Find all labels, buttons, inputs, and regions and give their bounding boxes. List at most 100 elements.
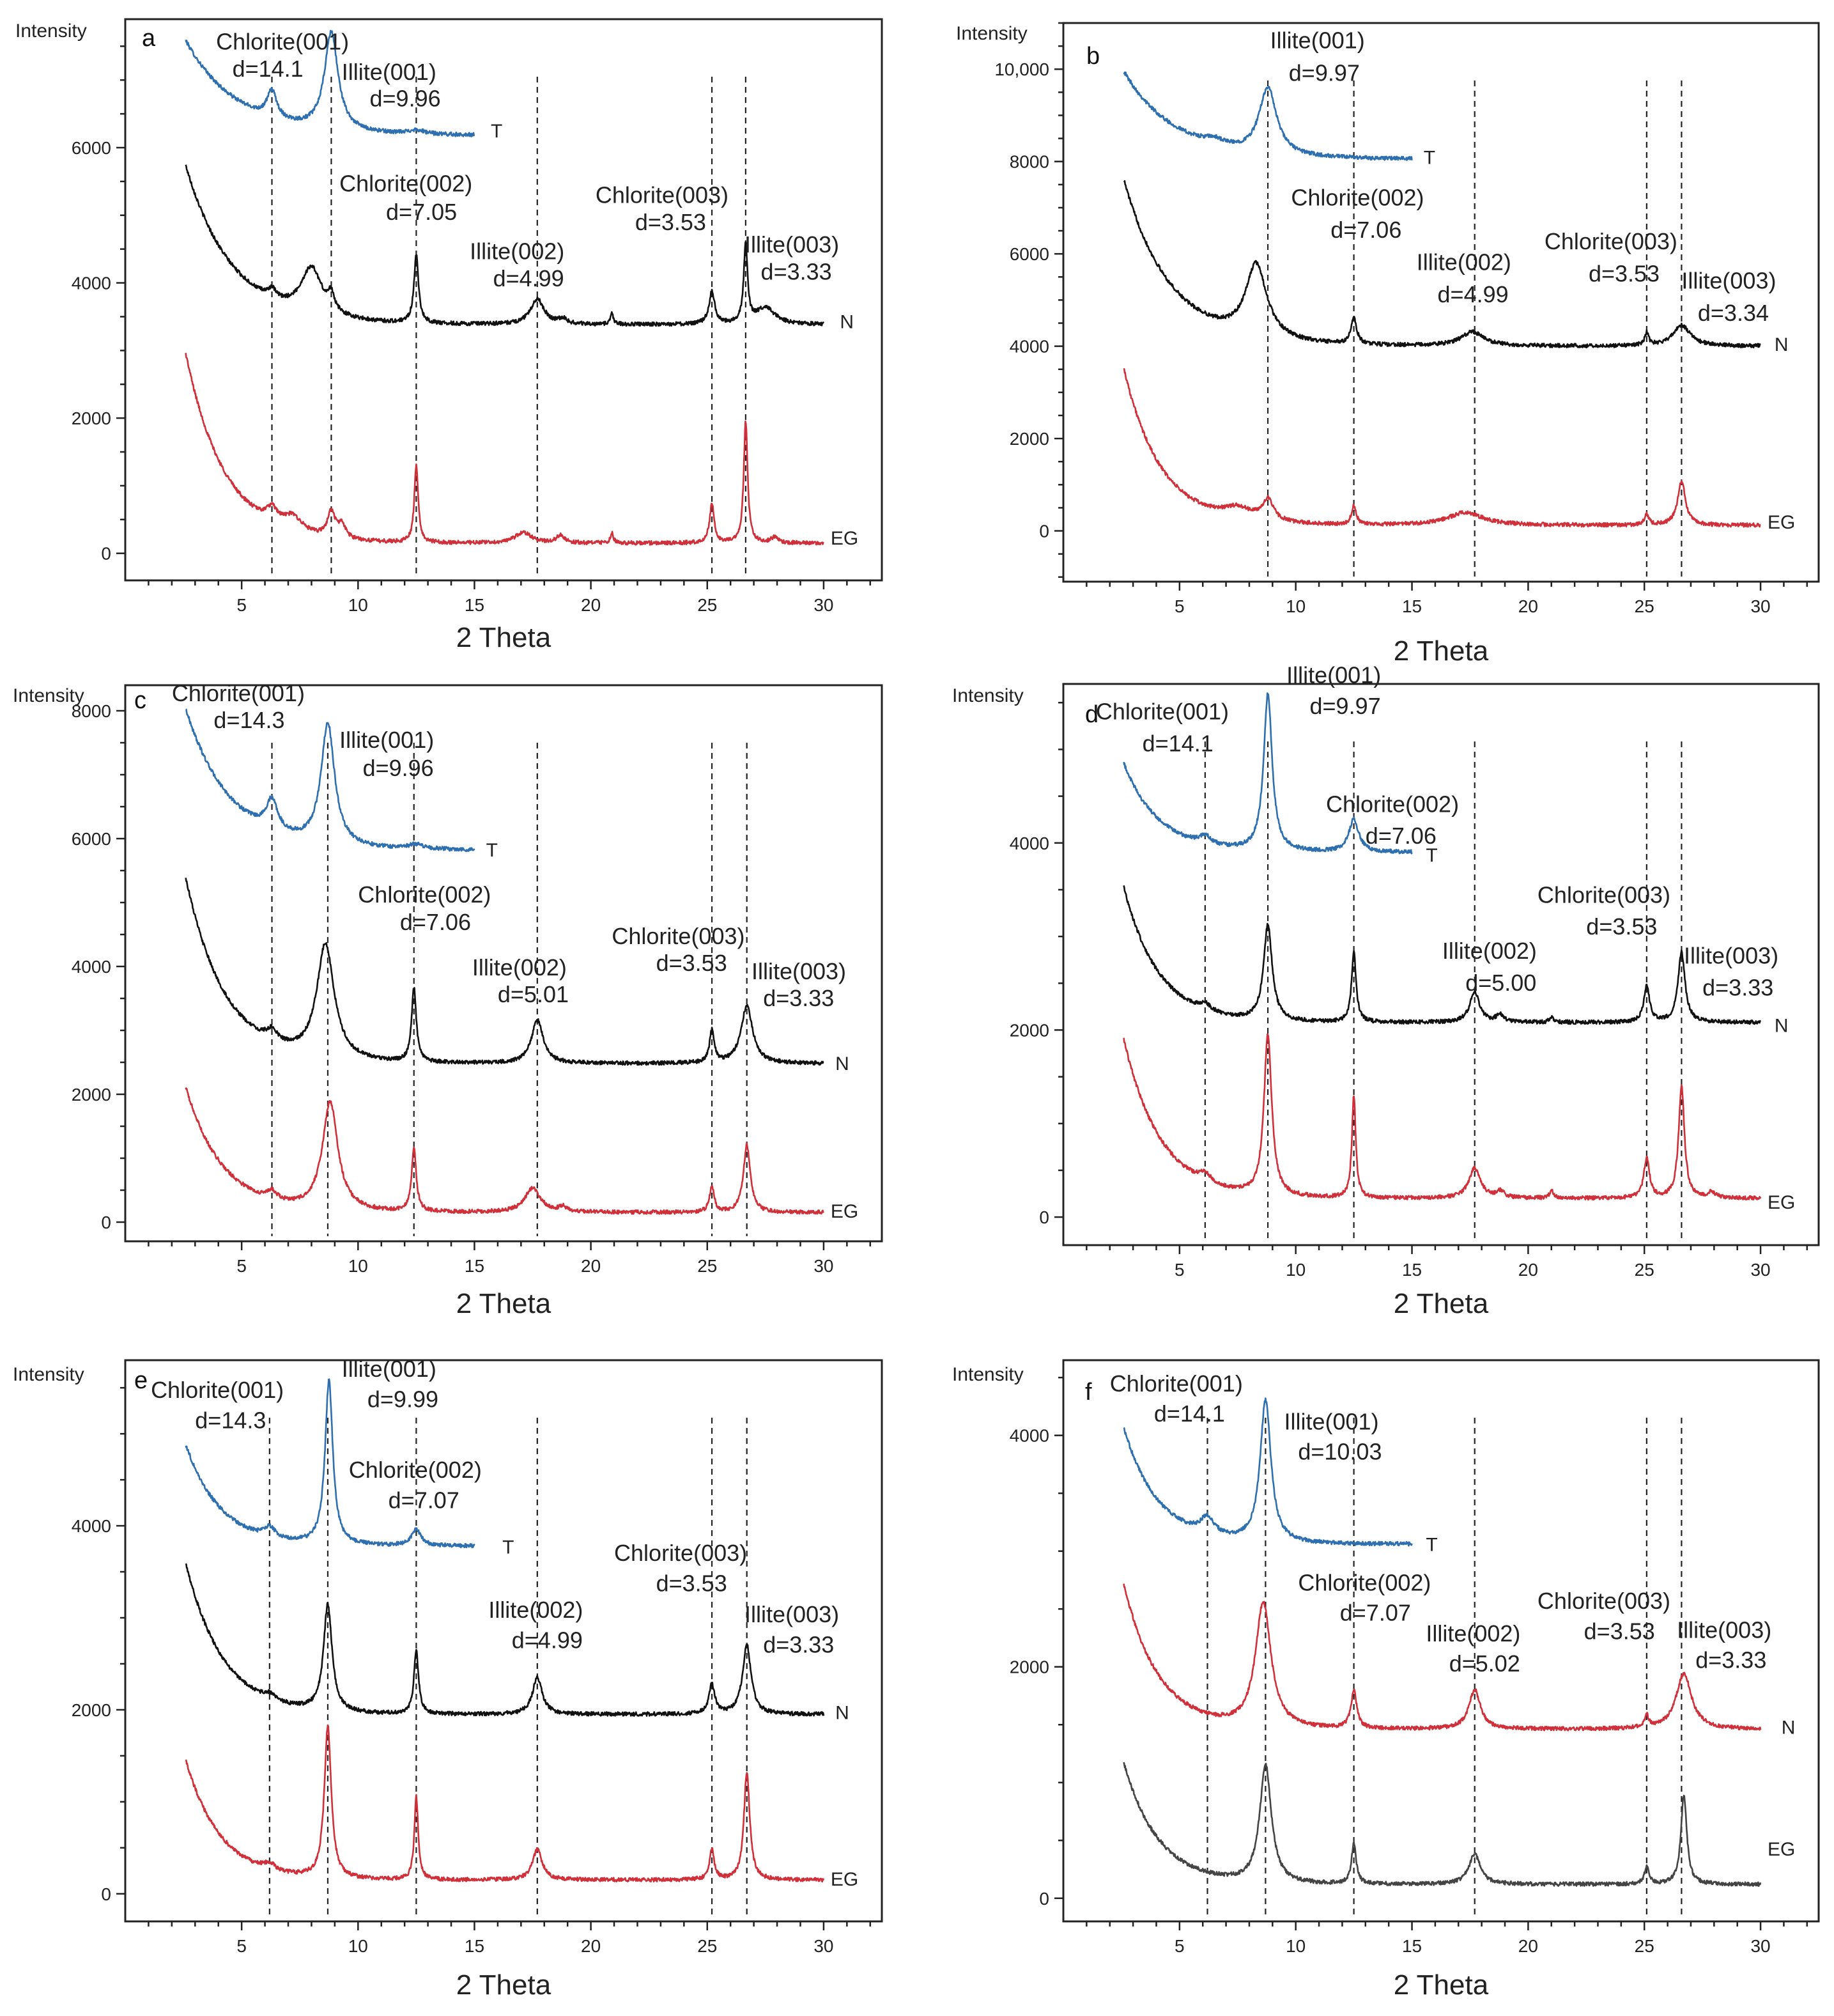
x-tick-label: 5	[236, 1256, 247, 1276]
series-tag: EG	[1768, 512, 1795, 533]
series-N-trace	[185, 164, 824, 327]
x-axis-title: 2 Theta	[1394, 635, 1489, 667]
y-tick-label: 6000	[72, 138, 111, 158]
y-tick-label: 0	[101, 544, 111, 564]
series-tag: N	[1775, 1015, 1789, 1036]
x-tick-label: 10	[1286, 1260, 1306, 1280]
series-tag: EG	[1768, 1839, 1795, 1860]
peak-annotation: d=3.34	[1698, 300, 1769, 326]
x-tick-label: 20	[1518, 1260, 1538, 1280]
peak-annotation: Chlorite(001)	[216, 29, 349, 55]
x-tick-label: 10	[348, 1936, 368, 1956]
x-tick-label: 5	[236, 1936, 247, 1956]
peak-annotation: d=4.99	[1438, 281, 1509, 307]
peak-annotation: d=7.06	[1330, 217, 1401, 243]
series-N-trace	[1123, 1583, 1762, 1732]
x-tick-label: 30	[1750, 1260, 1770, 1280]
x-tick-label: 25	[697, 1256, 717, 1276]
peak-annotation: d=3.33	[761, 258, 832, 284]
peak-annotation: d=9.96	[370, 85, 441, 111]
plot-frame	[1062, 1359, 1820, 1923]
peak-annotation: Chlorite(001)	[1096, 699, 1229, 725]
y-tick-label: 6000	[1010, 244, 1049, 264]
y-axis-title: Intensity	[13, 685, 84, 706]
peak-annotation: d=9.97	[1289, 59, 1360, 86]
peak-annotation: d=4.99	[512, 1627, 583, 1654]
series-tag: EG	[831, 1869, 858, 1890]
peak-annotation: Chlorite(002)	[358, 881, 491, 908]
y-tick-label: 4000	[72, 957, 111, 977]
series-T-trace	[185, 29, 475, 137]
peak-annotation: d=3.53	[1584, 1618, 1655, 1644]
peak-annotation: Chlorite(003)	[596, 182, 728, 208]
peak-annotation: Illite(003)	[1677, 1617, 1771, 1643]
peak-annotation: Illite(002)	[488, 1597, 583, 1623]
x-tick-label: 20	[581, 1256, 601, 1276]
peak-annotation: Illite(002)	[1426, 1620, 1520, 1647]
plot-frame	[124, 684, 883, 1243]
plot-frame	[124, 18, 883, 582]
x-tick-label: 20	[581, 595, 601, 615]
series-N-trace	[185, 878, 824, 1066]
peak-annotation: d=3.53	[656, 1570, 727, 1596]
plot-frame	[1062, 683, 1820, 1246]
y-axis-title: Intensity	[952, 1364, 1024, 1385]
series-tag: T	[486, 840, 498, 861]
peak-annotation: d=14.1	[1154, 1400, 1225, 1427]
peak-annotation: d=14.3	[213, 707, 284, 733]
y-axis-title: Intensity	[952, 685, 1024, 706]
x-tick-label: 10	[348, 595, 368, 615]
peak-annotation: d=5.00	[1465, 970, 1536, 996]
peak-annotation: d=3.53	[635, 209, 706, 235]
panel-letter: a	[142, 25, 156, 52]
x-tick-label: 30	[1750, 596, 1770, 616]
peak-annotation: d=7.06	[400, 909, 471, 935]
x-tick-label: 15	[1402, 596, 1422, 616]
series-T-trace	[185, 1378, 475, 1549]
panel-a: 5 10 15 20 25 30 0 2000 4000 6000 2 Theta Intensity…	[15, 18, 883, 653]
peak-annotation: Chlorite(003)	[1537, 881, 1670, 908]
x-tick-label: 15	[465, 1256, 484, 1276]
panel-letter: b	[1086, 43, 1100, 70]
x-tick-label: 5	[236, 595, 247, 615]
series-tag: EG	[831, 528, 858, 549]
peak-annotation: Illite(003)	[1684, 943, 1778, 969]
peak-annotation: Illite(001)	[339, 727, 434, 753]
series-tag: N	[1775, 334, 1789, 355]
series-tag: T	[1426, 845, 1437, 866]
peak-annotation: d=3.53	[656, 950, 727, 976]
panel-letter: c	[134, 687, 146, 714]
series-tag: EG	[1768, 1192, 1795, 1213]
x-tick-label: 25	[697, 1936, 717, 1956]
series-tag: N	[835, 1053, 849, 1074]
series-tag: N	[840, 311, 854, 332]
panel-letter: d	[1085, 701, 1098, 728]
peak-annotation: d=5.02	[1449, 1650, 1520, 1677]
peak-annotation: Chlorite(003)	[612, 923, 744, 949]
peak-annotation: Illite(002)	[470, 238, 564, 265]
y-tick-label: 10,000	[994, 59, 1049, 79]
series-EG-trace	[185, 1087, 824, 1215]
x-axis-title: 2 Theta	[456, 1288, 551, 1319]
y-tick-label: 4000	[1010, 337, 1049, 357]
series-tag: EG	[831, 1201, 858, 1222]
x-tick-label: 30	[813, 1936, 833, 1956]
x-tick-label: 10	[1286, 1936, 1306, 1956]
peak-annotation: d=5.01	[498, 981, 569, 1007]
peak-annotation: Chlorite(003)	[1545, 228, 1677, 254]
y-tick-label: 2000	[72, 408, 111, 428]
x-tick-label: 30	[813, 595, 833, 615]
peak-annotation: Illite(001)	[342, 59, 436, 85]
panel-letter: e	[134, 1367, 148, 1394]
y-tick-label: 2000	[1010, 1657, 1049, 1677]
peak-annotation: Chlorite(002)	[1291, 184, 1424, 210]
peak-annotation: d=10.03	[1298, 1439, 1382, 1465]
y-tick-label: 0	[1039, 1207, 1049, 1227]
peak-annotation: Illite(002)	[472, 954, 567, 981]
y-tick-label: 2000	[72, 1700, 111, 1720]
peak-annotation: Illite(001)	[342, 1356, 436, 1382]
peak-annotation: d=3.33	[763, 1632, 834, 1658]
peak-annotation: d=7.06	[1366, 823, 1437, 849]
x-axis-title: 2 Theta	[1394, 1969, 1489, 2001]
peak-annotation: Illite(003)	[751, 958, 846, 984]
